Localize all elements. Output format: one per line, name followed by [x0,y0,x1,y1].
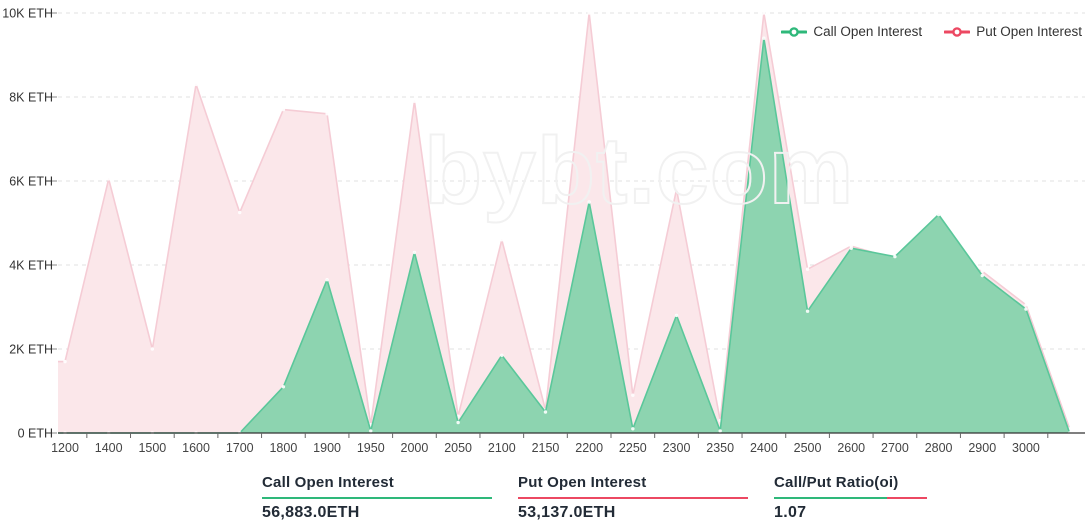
stat-label: Put Open Interest [518,474,647,491]
x-axis-label: 1200 [51,441,79,455]
x-axis-label: 2050 [444,441,472,455]
x-axis-label: 1800 [269,441,297,455]
stat-underline-red [518,497,748,499]
x-axis-label: 2300 [663,441,691,455]
x-axis-label: 2700 [881,441,909,455]
x-axis-label: 2150 [532,441,560,455]
chart-legend: Call Open Interest Put Open Interest [781,24,1082,39]
x-axis-label: 1950 [357,441,385,455]
y-axis-label: 10K ETH [2,7,53,21]
x-axis-label: 1700 [226,441,254,455]
stat-call-put-ratio: Call/Put Ratio(oi) 1.07 [774,474,927,522]
stat-label: Call Open Interest [262,474,394,491]
x-axis-label: 1600 [182,441,210,455]
legend-item-put[interactable]: Put Open Interest [944,24,1082,39]
call-series-icon [781,26,808,37]
x-axis-label: 2600 [837,441,865,455]
legend-label-put: Put Open Interest [976,24,1082,39]
x-axis-label: 2350 [706,441,734,455]
summary-stats-row: Call Open Interest 56,883.0ETH Put Open … [0,474,1090,527]
x-axis-label: 2800 [925,441,953,455]
y-axis-label: 4K ETH [9,259,53,273]
y-axis-label: 8K ETH [9,91,53,105]
stat-value: 56,883.0ETH [262,504,360,521]
stat-value: 1.07 [774,504,807,521]
stat-label: Call/Put Ratio(oi) [774,474,899,491]
stat-underline-green [262,497,492,499]
x-axis-label: 2100 [488,441,516,455]
put-series-icon [944,26,971,37]
legend-item-call[interactable]: Call Open Interest [781,24,922,39]
legend-label-call: Call Open Interest [813,24,923,39]
y-axis-label: 0 ETH [18,427,53,441]
x-axis-label: 1500 [138,441,166,455]
x-axis-label: 3000 [1012,441,1040,455]
stat-call-open-interest: Call Open Interest 56,883.0ETH [262,474,492,522]
stat-underline-split [774,497,927,499]
x-axis-label: 2200 [575,441,603,455]
y-axis-label: 6K ETH [9,175,53,189]
x-axis-label: 2400 [750,441,778,455]
x-axis-label: 2900 [968,441,996,455]
y-axis-label: 2K ETH [9,343,53,357]
x-axis-label: 1900 [313,441,341,455]
x-axis-label: 2000 [401,441,429,455]
x-axis-label: 2500 [794,441,822,455]
x-axis-label: 2250 [619,441,647,455]
open-interest-area-chart[interactable]: 0 ETH 2K ETH 4K ETH 6K ETH 8K ETH 10K ETH 1200… [0,0,1090,466]
stat-value: 53,137.0ETH [518,504,616,521]
stat-put-open-interest: Put Open Interest 53,137.0ETH [518,474,748,522]
x-axis-label: 1400 [95,441,123,455]
